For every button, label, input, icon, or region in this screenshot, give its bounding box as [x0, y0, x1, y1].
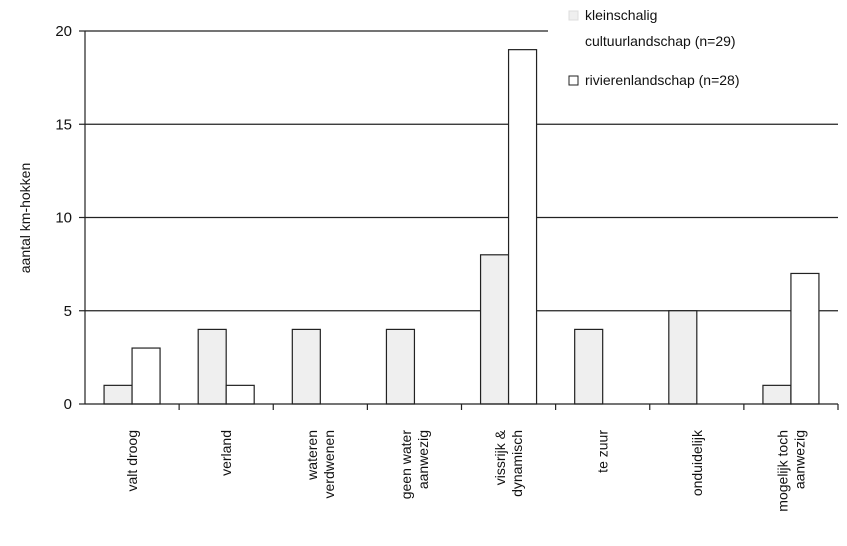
- bar: [574, 328, 604, 405]
- bar: [385, 328, 416, 405]
- bar: [225, 384, 255, 405]
- x-category-label: aanwezig: [415, 430, 431, 489]
- x-category-label: valt droog: [124, 430, 140, 491]
- x-category-label: geen water: [398, 430, 414, 500]
- bar: [103, 384, 133, 405]
- x-category-label: wateren: [304, 430, 320, 481]
- bar: [507, 49, 538, 405]
- legend-swatch: [568, 75, 579, 86]
- x-category-label: verdwenen: [321, 430, 337, 499]
- y-tick-label: 0: [64, 396, 72, 413]
- legend-label: kleinschalig: [585, 7, 657, 23]
- bars: [103, 49, 820, 405]
- x-category-label: onduidelijk: [689, 429, 705, 496]
- axes: [84, 31, 838, 405]
- y-tick-label: 15: [55, 116, 72, 133]
- y-tick-label: 10: [55, 210, 72, 227]
- legend: kleinschalig cultuurlandschap (n=29) rivie…: [548, 2, 838, 100]
- x-category-label: vissrijk &: [492, 429, 508, 485]
- x-category-label: aanwezig: [791, 430, 807, 489]
- x-category-label: dynamisch: [509, 430, 525, 497]
- bar: [668, 310, 698, 405]
- legend-label: rivierenlandschap (n=28): [585, 72, 739, 88]
- bar: [790, 272, 820, 405]
- y-tick-label: 20: [55, 23, 72, 40]
- bar: [479, 254, 510, 405]
- y-axis-title: aantal km-hokken: [17, 163, 33, 274]
- bar: [197, 328, 227, 405]
- legend-swatch: [568, 10, 579, 21]
- x-category-label: verland: [218, 430, 234, 476]
- legend-label: cultuurlandschap (n=29): [585, 33, 736, 49]
- bar: [291, 328, 321, 405]
- y-tick-labels: 0 5 10 15 20: [55, 23, 72, 413]
- bar: [131, 347, 161, 405]
- x-category-labels: valt droog verland wateren verdwenen geen wa…: [124, 429, 807, 512]
- x-category-label: mogelijk toch: [774, 430, 790, 512]
- legend-background: [548, 2, 838, 100]
- x-category-label: te zuur: [595, 430, 611, 473]
- bar: [762, 384, 792, 405]
- y-tick-label: 5: [64, 303, 72, 320]
